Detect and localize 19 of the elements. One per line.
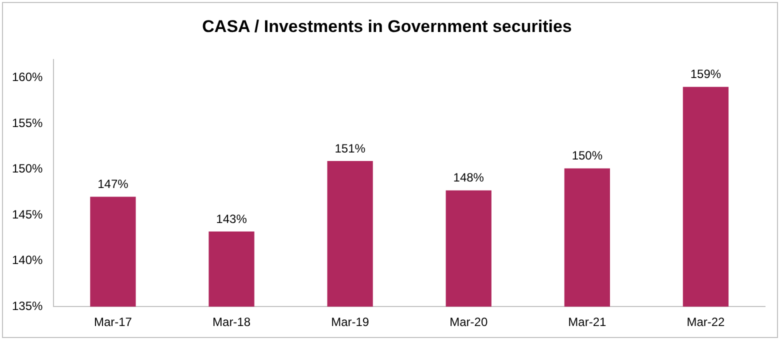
y-tick-label: 140% [12,253,44,268]
data-label: 159% [690,67,722,82]
y-tick-label: 160% [12,70,44,84]
data-label: 151% [334,141,366,156]
x-tick-label: Mar-20 [450,315,488,330]
data-label: 143% [216,212,248,226]
x-tick-label: Mar-22 [686,315,726,330]
x-tick-label: Mar-17 [94,315,132,330]
y-tick-label: 135% [12,298,44,313]
y-tick-label: 145% [12,207,44,222]
data-label: 150% [572,148,603,163]
x-tick-label: Mar-18 [212,315,251,330]
data-label: 148% [453,170,484,185]
y-tick-label: 150% [12,162,44,176]
chart-title: CASA / Investments in Government securities [202,16,572,36]
x-tick-label: Mar-21 [568,315,606,330]
y-tick-label: 155% [12,116,44,130]
data-label: 147% [98,177,129,192]
x-tick-label: Mar-19 [331,315,370,330]
